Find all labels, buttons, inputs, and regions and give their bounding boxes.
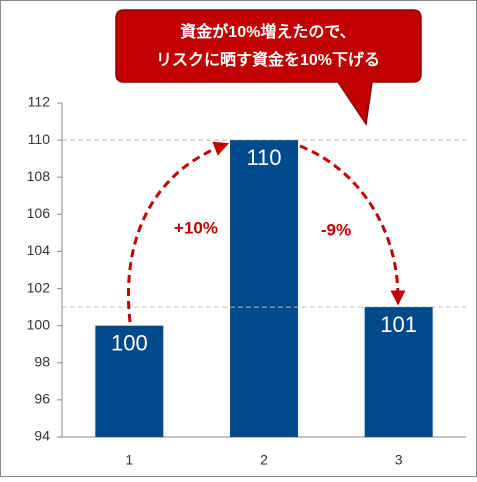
bar-value-label: 101 xyxy=(380,312,417,337)
x-tick-label: 3 xyxy=(395,452,403,468)
bar xyxy=(95,325,164,437)
plot: 94 96 98 100 102 104 106 108 110 112 1 100 2 110 3 101 xyxy=(27,94,466,468)
y-tick-label: 112 xyxy=(28,94,51,110)
y-tick-label: 102 xyxy=(27,279,51,295)
bar-value-label: 100 xyxy=(111,330,148,355)
y-tick-label: 100 xyxy=(27,316,51,332)
y-tick-label: 110 xyxy=(28,131,51,147)
x-tick-label: 1 xyxy=(125,452,133,468)
decrease-label: -9% xyxy=(321,220,351,239)
increase-arrow xyxy=(127,141,229,323)
y-tick-label: 98 xyxy=(34,353,50,369)
decrease-arrow xyxy=(299,144,406,306)
callout xyxy=(115,9,422,127)
callout-line: 資金が10%増えたので、 xyxy=(180,22,355,41)
y-tick-label: 96 xyxy=(34,391,50,407)
x-tick-label: 2 xyxy=(260,452,268,468)
bar-value-label: 110 xyxy=(246,145,281,170)
y-tick-label: 94 xyxy=(34,428,50,444)
y-tick-label: 106 xyxy=(27,205,51,221)
callout-line: リスクに晒す資金を10%下げる xyxy=(156,50,380,69)
bar xyxy=(364,307,433,437)
bar xyxy=(230,140,298,437)
increase-label: +10% xyxy=(174,218,218,237)
y-tick-label: 108 xyxy=(27,168,51,184)
y-tick-label: 104 xyxy=(27,242,51,258)
